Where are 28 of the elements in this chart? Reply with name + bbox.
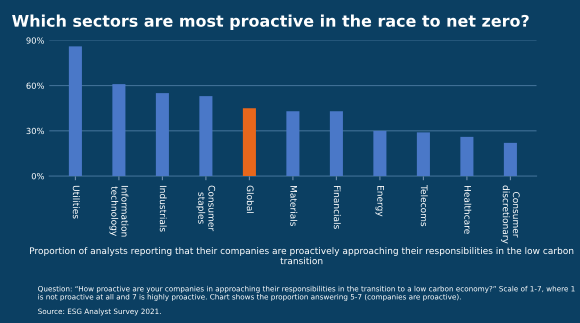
x-tick-label: Healthcare — [464, 186, 472, 234]
x-tick-label: Information technology — [109, 186, 128, 237]
x-tick-label: Materials — [290, 186, 298, 226]
y-tick-label: 30% — [26, 128, 44, 134]
bar — [373, 130, 386, 176]
x-tick-label: Telecoms — [420, 185, 428, 226]
x-tick-label: Global — [246, 186, 254, 214]
bar — [416, 132, 430, 176]
bar — [68, 46, 82, 176]
x-tick-label: Industrials — [160, 186, 167, 232]
x-tick-label: Consumer staples — [196, 186, 216, 232]
bar — [330, 111, 343, 176]
bar — [504, 142, 517, 176]
x-tick-label: Energy — [376, 186, 384, 216]
bar — [460, 136, 474, 176]
x-axis-title: Proportion of analysts reporting that their companies are proactively approaching their responsibilities in the low carbon transition — [30, 247, 574, 264]
y-tick-label: 0% — [32, 173, 44, 180]
x-tick-label: Consumer discretionary — [500, 186, 520, 244]
x-tick-label: Utilities — [72, 186, 80, 219]
bar — [242, 108, 256, 176]
x-tick-label: Financials — [334, 186, 341, 229]
chart-title: Which sectors are most proactive in the race to net zero? — [12, 14, 529, 30]
bar — [112, 84, 126, 176]
bar — [199, 96, 212, 176]
y-tick-label: 90% — [26, 37, 44, 44]
bar — [286, 111, 300, 176]
bar — [156, 93, 169, 176]
y-tick-label: 60% — [26, 82, 44, 89]
